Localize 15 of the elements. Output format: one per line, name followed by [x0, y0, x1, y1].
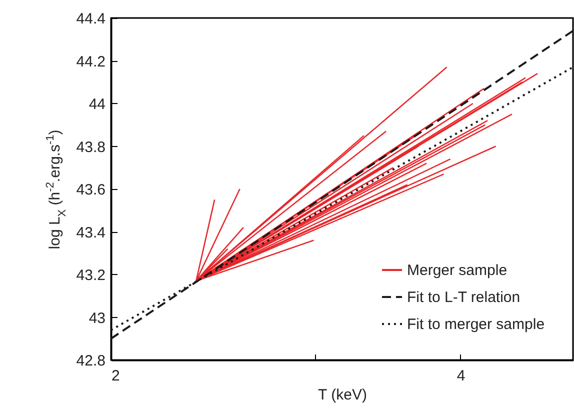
- y-tick-label: 43.8: [76, 138, 106, 156]
- x-tick-label: 2: [112, 368, 120, 384]
- y-tick-label: 44: [88, 96, 106, 113]
- y-tick-label: 43.6: [76, 182, 106, 198]
- legend-label: Fit to merger sample: [407, 316, 545, 333]
- legend-label: Merger sample: [407, 262, 508, 279]
- y-tick-label: 42.8: [76, 352, 106, 370]
- y-tick-label: 43: [88, 310, 106, 327]
- y-tick-label: 43.4: [76, 224, 106, 242]
- y-tick-label: 43.2: [76, 267, 106, 284]
- y-tick-label: 44.4: [76, 10, 106, 28]
- x-axis-title: T (keV): [318, 386, 367, 404]
- x-tick-label: 4: [456, 368, 466, 384]
- legend-label: Fit to L-T relation: [407, 289, 520, 306]
- y-tick-label: 44.2: [76, 53, 106, 70]
